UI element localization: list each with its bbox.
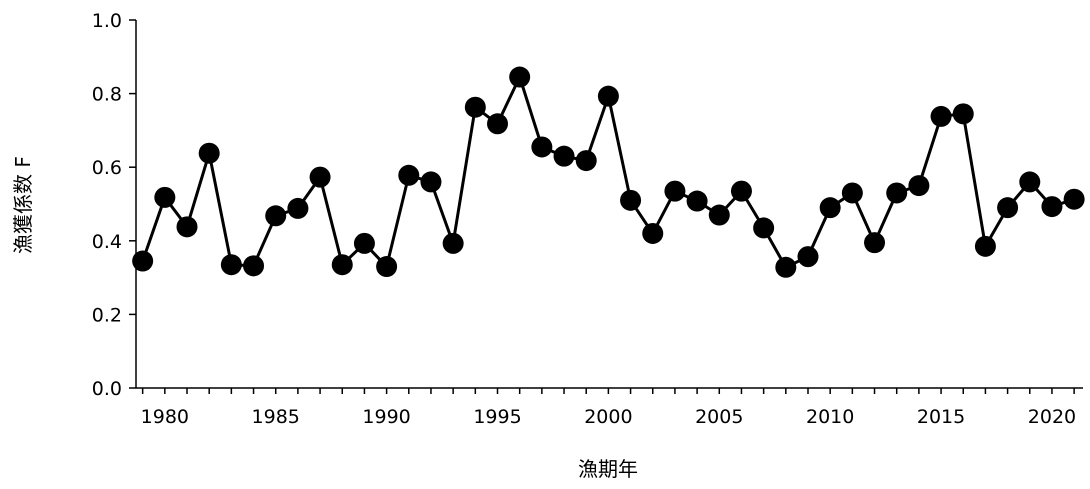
x-tick-label: 1980 [141,406,189,428]
data-point [132,250,154,272]
x-tick-label: 2020 [1028,406,1076,428]
data-point [997,197,1019,219]
x-tick-label: 2015 [917,406,965,428]
x-tick-label: 2010 [806,406,854,428]
data-point [331,254,353,276]
data-point [1019,171,1041,193]
data-point [642,222,664,244]
data-point [464,96,486,118]
data-point [309,166,331,188]
data-point [864,232,886,254]
x-axis-title: 漁期年 [578,457,638,481]
data-point [553,145,575,167]
x-tick-label: 1985 [252,406,300,428]
data-point [487,113,509,135]
y-axis-title: 漁獲係数 F [11,156,35,254]
data-point [730,180,752,202]
data-point [353,232,375,254]
data-point [442,232,464,254]
x-axis-ticks: 1980 1985 1990 1995 2000 2005 2010 2015 2020 [141,388,1076,428]
data-point [376,256,398,278]
data-point [841,182,863,204]
data-point [509,66,531,88]
y-tick-label: 1.0 [92,10,122,32]
x-tick-label: 1995 [473,406,521,428]
data-point [176,216,198,238]
y-tick-label: 0.0 [92,378,122,400]
data-point [243,255,265,277]
data-point [797,246,819,268]
x-tick-label: 1990 [362,406,410,428]
y-tick-label: 0.2 [92,304,122,326]
x-tick-label: 2000 [584,406,632,428]
data-point [575,150,597,172]
data-point [708,204,730,226]
data-point [952,103,974,125]
data-point [1063,188,1085,210]
data-point [930,105,952,127]
data-point [908,175,930,197]
data-point [819,197,841,219]
data-point [220,254,242,276]
data-point [620,189,642,211]
y-tick-label: 0.6 [92,157,122,179]
y-axis-ticks: 0.0 0.2 0.4 0.6 0.8 1.0 [92,10,136,400]
y-tick-label: 0.8 [92,84,122,106]
data-point [265,205,287,227]
series-layer [132,66,1085,278]
data-point [531,136,553,158]
data-point [154,186,176,208]
data-point [1041,196,1063,218]
data-point [597,85,619,107]
data-point [886,182,908,204]
data-point [974,235,996,257]
data-point [420,171,442,193]
data-point [287,197,309,219]
data-point [198,142,220,164]
data-point [664,180,686,202]
y-tick-label: 0.4 [92,231,122,253]
data-point [753,217,775,239]
x-tick-label: 2005 [695,406,743,428]
data-point [686,190,708,212]
data-point [775,256,797,278]
data-point [398,164,420,186]
